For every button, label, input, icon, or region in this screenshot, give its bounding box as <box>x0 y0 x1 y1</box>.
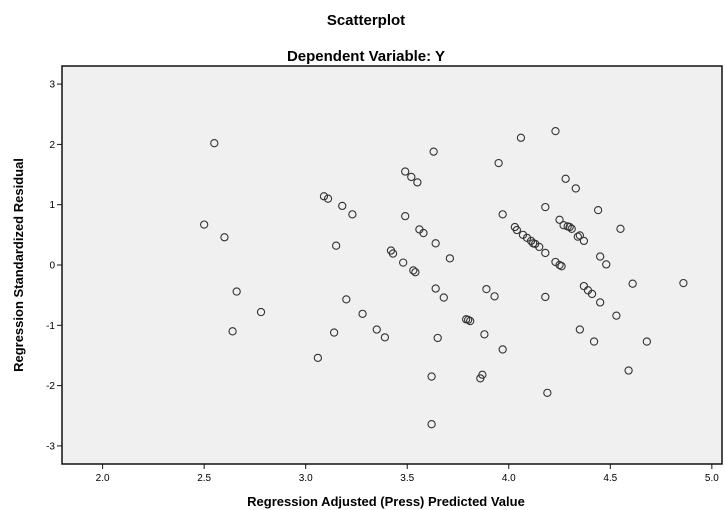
y-tick-label: -2 <box>46 381 55 392</box>
data-point <box>439 293 448 302</box>
y-tick-label: -1 <box>46 321 55 332</box>
data-point <box>388 249 398 258</box>
data-point <box>616 224 625 233</box>
data-point <box>535 242 544 252</box>
data-point <box>593 205 603 215</box>
x-tick-label: 5.0 <box>705 473 719 484</box>
data-point <box>541 248 550 258</box>
data-point <box>602 260 611 269</box>
y-axis-ticks: 3 2 1 0 -1 -2 -3 <box>46 80 62 452</box>
data-point <box>559 221 568 230</box>
data-point <box>232 287 241 296</box>
data-point <box>498 210 507 219</box>
data-point <box>464 315 473 325</box>
y-tick-label: 3 <box>49 80 55 91</box>
data-point <box>596 252 605 261</box>
data-point <box>401 167 410 176</box>
data-point <box>256 307 266 317</box>
data-point <box>555 260 564 270</box>
data-point <box>431 284 440 293</box>
y-tick-label: 2 <box>49 140 55 151</box>
x-tick-label: 2.5 <box>197 473 211 484</box>
data-point <box>575 325 584 334</box>
data-point <box>413 178 422 187</box>
data-point <box>348 210 357 219</box>
data-point <box>411 268 420 277</box>
data-point <box>401 212 410 221</box>
data-point <box>541 202 550 212</box>
data-point <box>480 330 489 339</box>
data-point <box>478 370 487 379</box>
data-point <box>429 147 438 156</box>
data-point <box>573 232 582 241</box>
data-point <box>427 420 436 429</box>
data-point <box>372 325 381 334</box>
data-point <box>494 158 503 168</box>
data-point <box>313 353 323 363</box>
data-point <box>220 233 229 242</box>
data-point <box>482 284 491 294</box>
data-point <box>210 139 219 148</box>
data-point <box>512 225 522 235</box>
data-point <box>323 194 333 203</box>
x-axis-ticks: 2.0 2.5 3.0 3.5 4.0 4.5 5.0 <box>96 464 719 484</box>
data-point <box>380 333 390 342</box>
data-point <box>329 328 339 337</box>
data-point <box>628 279 637 288</box>
data-point <box>624 366 633 375</box>
data-point <box>200 220 209 229</box>
y-tick-label: 1 <box>49 200 55 211</box>
data-point <box>399 258 408 267</box>
data-point <box>516 133 526 142</box>
data-point <box>228 327 237 336</box>
data-point <box>409 266 418 275</box>
data-point <box>319 192 329 201</box>
data-point <box>433 333 442 343</box>
data-point <box>419 228 428 238</box>
x-tick-label: 4.5 <box>603 473 617 484</box>
data-point <box>571 184 580 193</box>
x-tick-label: 3.5 <box>400 473 414 484</box>
x-tick-label: 3.0 <box>299 473 313 484</box>
data-point <box>407 172 416 182</box>
data-point <box>543 388 552 397</box>
data-point <box>567 224 576 233</box>
data-point <box>551 126 560 136</box>
x-axis-title: Regression Adjusted (Press) Predicted Va… <box>247 494 525 509</box>
data-points <box>200 126 688 429</box>
data-point <box>587 289 597 299</box>
data-point <box>427 372 436 381</box>
data-point <box>431 239 440 248</box>
y-tick-label: -3 <box>46 441 55 452</box>
data-point <box>466 316 475 326</box>
data-point <box>490 292 499 301</box>
data-point <box>557 262 566 271</box>
data-point <box>612 311 621 320</box>
data-point <box>679 278 688 288</box>
plot-area <box>61 65 723 465</box>
data-point <box>338 201 347 211</box>
y-axis-title: Regression Standardized Residual <box>11 158 26 372</box>
data-point <box>642 337 652 346</box>
y-tick-label: 0 <box>49 261 55 272</box>
x-tick-label: 2.0 <box>96 473 110 484</box>
data-point <box>541 292 550 302</box>
data-point <box>555 215 564 224</box>
data-point <box>561 174 570 183</box>
data-point <box>579 236 589 246</box>
data-point <box>596 298 605 307</box>
chart-subtitle: Dependent Variable: Y <box>287 48 445 65</box>
chart-title: Scatterplot <box>327 12 405 29</box>
data-point <box>498 345 507 354</box>
data-point <box>332 241 341 250</box>
data-point <box>575 231 584 240</box>
data-point <box>565 222 574 232</box>
data-point <box>358 309 367 318</box>
data-point <box>445 254 455 263</box>
x-tick-label: 4.0 <box>502 473 516 484</box>
data-point <box>342 295 351 304</box>
data-point <box>589 337 599 346</box>
